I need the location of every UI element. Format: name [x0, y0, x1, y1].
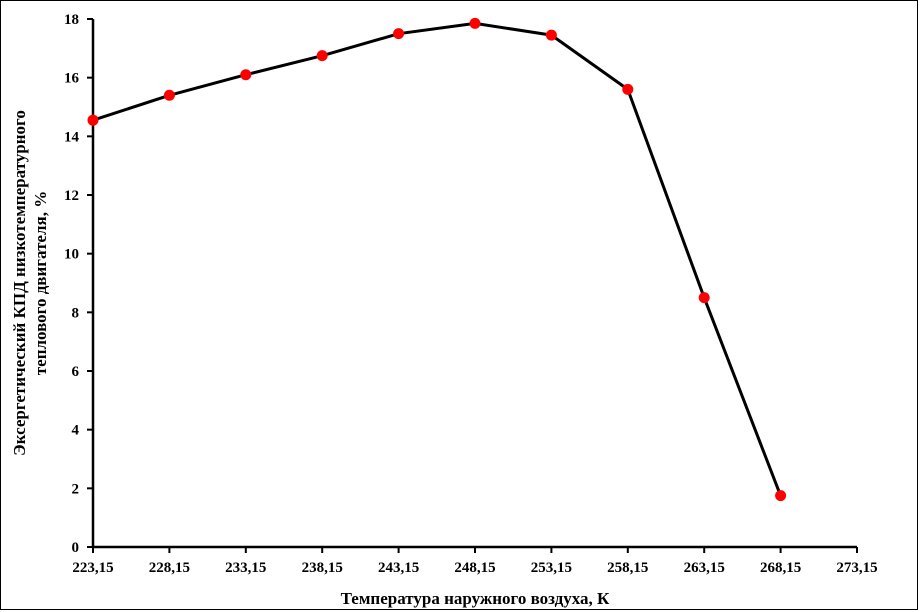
- x-tick-label: 263,15: [684, 560, 725, 576]
- data-point: [163, 89, 175, 101]
- series-layer: [87, 17, 787, 502]
- data-point: [545, 29, 557, 41]
- axes: [87, 18, 858, 553]
- x-tick-label: 258,15: [607, 560, 648, 576]
- x-tick-label: 223,15: [72, 560, 113, 576]
- data-point: [393, 28, 405, 40]
- y-axis-title-line1: Эксергетический КПД низкотемпературного: [10, 110, 29, 456]
- data-point: [316, 50, 328, 62]
- data-point: [622, 83, 634, 95]
- x-tick-label: 243,15: [378, 560, 419, 576]
- series-line: [92, 21, 782, 497]
- x-tick-label: 253,15: [531, 560, 572, 576]
- y-tick-label: 12: [64, 188, 79, 204]
- y-tick-label: 2: [72, 481, 80, 497]
- y-axis-title-line2: теплового двигателя, %: [31, 191, 50, 375]
- data-point: [87, 114, 99, 126]
- x-tick-label: 273,15: [836, 560, 877, 576]
- data-point: [240, 69, 252, 81]
- data-point: [469, 17, 481, 29]
- y-tick-label: 14: [64, 129, 80, 145]
- y-axis-title: Эксергетический КПД низкотемпературного …: [10, 110, 50, 456]
- y-tick-label: 0: [72, 540, 80, 556]
- data-point: [698, 292, 710, 304]
- y-tick-label: 18: [64, 12, 79, 28]
- tick-labels: 0 2 4 6 8 10 12 14 16 18 223,15 228,15 233,15 238,15 2…: [64, 12, 878, 576]
- x-tick-label: 233,15: [225, 560, 266, 576]
- x-tick-label: 228,15: [149, 560, 190, 576]
- y-tick-label: 6: [72, 364, 80, 380]
- x-tick-label: 248,15: [454, 560, 495, 576]
- y-tick-label: 8: [72, 305, 80, 321]
- x-tick-label: 238,15: [302, 560, 343, 576]
- x-axis-title: Температура наружного воздуха, К: [341, 589, 610, 608]
- x-tick-label: 268,15: [760, 560, 801, 576]
- y-tick-label: 4: [72, 423, 80, 439]
- data-point: [775, 490, 787, 502]
- y-tick-label: 16: [64, 71, 80, 87]
- y-tick-label: 10: [64, 247, 79, 263]
